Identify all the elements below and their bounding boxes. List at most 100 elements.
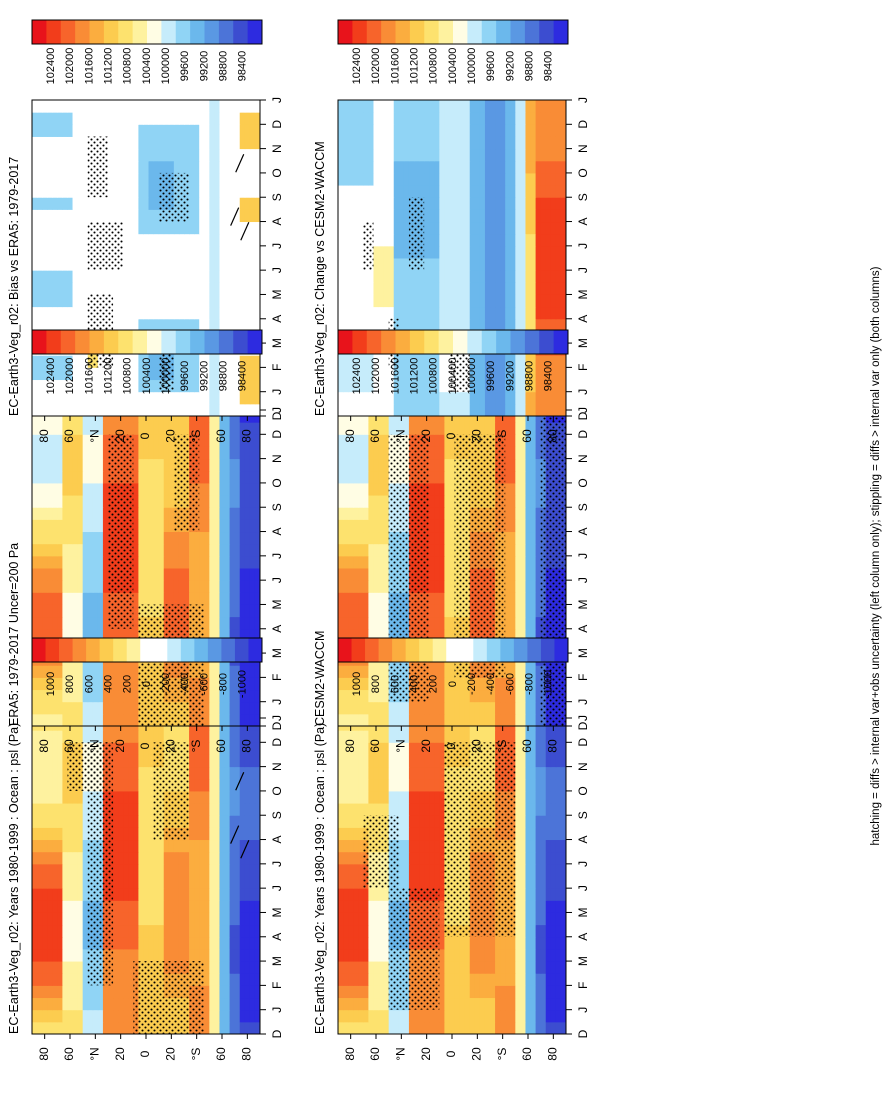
heatmap-cell xyxy=(82,961,89,974)
heatmap-cell xyxy=(244,790,251,804)
heatmap-cell xyxy=(414,713,420,727)
heatmap-cell xyxy=(393,1021,400,1035)
heatmap-cell xyxy=(244,112,251,125)
heatmap-cell xyxy=(214,148,220,162)
heatmap-cell xyxy=(143,580,150,593)
heatmap-cell xyxy=(560,827,567,841)
heatmap-cell xyxy=(535,961,542,974)
heatmap-cell xyxy=(113,148,119,162)
heatmap-cell xyxy=(113,888,119,901)
heatmap-cell xyxy=(37,160,43,174)
heatmap-cell xyxy=(249,282,256,295)
month-tick-label: D xyxy=(270,1029,284,1038)
heatmap-cell xyxy=(128,100,134,113)
heatmap-cell xyxy=(173,160,180,174)
heatmap-cell xyxy=(540,1021,547,1035)
heatmap-cell xyxy=(128,713,134,727)
heatmap-cell xyxy=(353,936,359,950)
heatmap-cell xyxy=(490,948,496,962)
heatmap-cell xyxy=(72,604,79,618)
heatmap-cell xyxy=(62,403,68,417)
heatmap-cell xyxy=(168,318,175,332)
heatmap-cell xyxy=(184,580,190,593)
heatmap-cell xyxy=(454,1021,461,1035)
heatmap-cell xyxy=(254,306,261,320)
latitude-tick-label: 20 xyxy=(113,739,127,753)
heatmap-cell xyxy=(424,815,430,828)
heatmap-cell xyxy=(254,422,261,435)
heatmap-cell xyxy=(439,948,445,962)
heatmap-cell xyxy=(62,495,68,508)
heatmap-cell xyxy=(239,888,246,901)
month-tick-label: J xyxy=(270,885,284,891)
heatmap-cell xyxy=(128,628,134,642)
heatmap-cell xyxy=(530,961,537,974)
heatmap-cell xyxy=(254,677,261,691)
heatmap-cell xyxy=(224,948,231,962)
heatmap-cell xyxy=(204,876,210,889)
heatmap-cell xyxy=(72,803,79,816)
heatmap-cell xyxy=(52,555,58,569)
heatmap-cell xyxy=(178,306,185,320)
heatmap-cell xyxy=(118,803,124,816)
heatmap-cell xyxy=(133,803,139,816)
heatmap-cell xyxy=(42,815,48,828)
heatmap-cell xyxy=(439,936,445,950)
heatmap-cell xyxy=(52,754,58,768)
heatmap-cell xyxy=(368,766,374,780)
heatmap-cell xyxy=(239,209,246,223)
heatmap-cell xyxy=(77,148,84,162)
heatmap-cell xyxy=(97,580,104,593)
heatmap-cell xyxy=(97,701,104,715)
heatmap-cell xyxy=(239,900,246,913)
heatmap-cell xyxy=(434,742,440,755)
heatmap-cell xyxy=(148,112,155,125)
heatmap-cell xyxy=(434,766,440,780)
heatmap-cell xyxy=(37,294,43,308)
heatmap-cell xyxy=(178,245,185,259)
heatmap-cell xyxy=(184,403,190,417)
heatmap-cell xyxy=(495,961,501,974)
heatmap-cell xyxy=(338,924,344,938)
heatmap-cell xyxy=(239,924,246,938)
heatmap-cell xyxy=(550,815,557,828)
heatmap-cell xyxy=(229,592,236,605)
heatmap-cell xyxy=(113,766,119,780)
heatmap-cell xyxy=(234,355,241,368)
heatmap-cell xyxy=(113,160,119,174)
heatmap-cell xyxy=(224,1009,231,1023)
heatmap-cell xyxy=(254,160,261,174)
heatmap-cell xyxy=(52,936,58,950)
heatmap-cell xyxy=(254,294,261,308)
heatmap-cell xyxy=(133,839,139,853)
heatmap-cell xyxy=(153,519,160,533)
heatmap-cell xyxy=(62,701,68,715)
heatmap-cell xyxy=(128,985,134,999)
heatmap-cell xyxy=(194,948,200,962)
heatmap-cell xyxy=(42,997,48,1011)
heatmap-cell xyxy=(168,900,175,913)
heatmap-cell xyxy=(32,616,38,630)
heatmap-cell xyxy=(209,888,215,901)
heatmap-cell xyxy=(249,446,256,460)
heatmap-cell xyxy=(118,985,124,999)
heatmap-cell xyxy=(214,434,220,447)
heatmap-cell xyxy=(158,531,165,545)
heatmap-cell xyxy=(87,495,94,508)
heatmap-cell xyxy=(209,985,215,999)
heatmap-cell xyxy=(239,742,246,755)
heatmap-cell xyxy=(133,355,139,368)
heatmap-cell xyxy=(515,839,521,853)
month-tick-label: O xyxy=(270,478,284,487)
heatmap-cell xyxy=(199,912,205,926)
heatmap-cell xyxy=(97,592,104,605)
heatmap-cell xyxy=(52,282,58,295)
heatmap-cell xyxy=(199,245,205,259)
heatmap-cell xyxy=(530,790,537,804)
heatmap-cell xyxy=(383,948,390,962)
latitude-tick-label: 80 xyxy=(240,1047,254,1061)
heatmap-cell xyxy=(540,973,547,986)
heatmap-cell xyxy=(62,355,68,368)
heatmap-cell xyxy=(184,270,190,283)
heatmap-cell xyxy=(82,422,89,435)
